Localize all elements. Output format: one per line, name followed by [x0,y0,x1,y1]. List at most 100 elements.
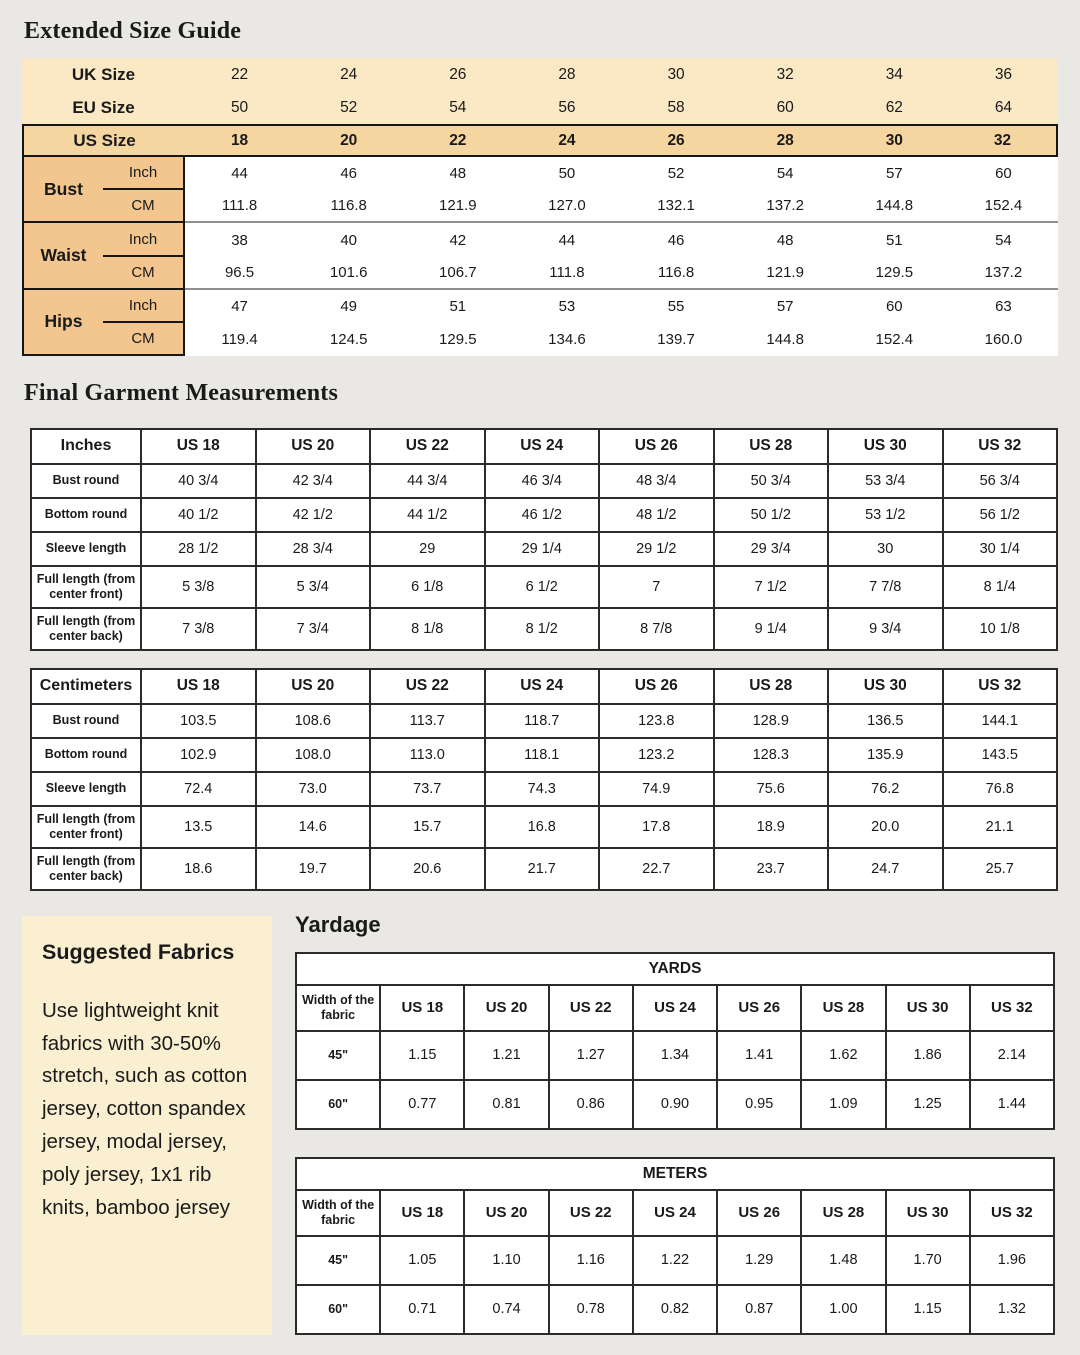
measurement-value: 132.1 [621,190,731,224]
measurement-value: 0.82 [631,1283,719,1335]
measurement-value: 1.16 [547,1234,634,1286]
measurement-value: 6 1/8 [369,564,486,609]
measurement-value: 7 [598,564,715,609]
bottom-section: Suggested Fabrics Use lightweight knit f… [22,912,1058,1335]
measurement-value: 76.2 [827,770,944,807]
size-column-header: US 22 [369,427,486,465]
size-column-header: US 26 [716,1188,803,1237]
size-column-header: US 28 [712,427,829,465]
measurement-value: 76.8 [941,770,1058,807]
measurement-value: 1.96 [968,1234,1056,1286]
measurement-value: 48 [403,157,513,191]
size-column-header: US 18 [379,1188,466,1237]
inches-measurements-table: Inches US 18 US 20 US 22 US 24 US 26 US 28 US 3… [30,427,1058,651]
unit-label: Inch [103,289,185,323]
row-label: Bottom round [30,496,142,533]
measurement-value: 13.5 [140,804,257,849]
measurement-value: 152.4 [839,322,949,356]
measurement-value: 57 [730,289,840,323]
row-label: Bust round [30,462,142,499]
measurement-value: 7 3/8 [140,606,257,651]
measurement-value: 119.4 [185,322,295,356]
measurement-value: 48 [730,223,840,257]
measurement-value: 44 1/2 [369,496,486,533]
size-system-label: US Size [22,124,185,158]
table-corner-label: Width of the fabric [294,1188,382,1237]
size-column-header: US 20 [254,667,371,705]
measurement-value: 57 [839,157,949,191]
unit-label: CM [103,322,185,356]
measurement-value: 144.8 [839,190,949,224]
measurement-value: 28 1/2 [140,530,257,567]
measurement-value: 17.8 [598,804,715,849]
measurement-value: 121.9 [730,256,840,290]
size-column-header: US 32 [941,667,1058,705]
measurement-value: 116.8 [621,256,731,290]
unit-label: Inch [103,223,185,257]
measurement-value: 1.34 [631,1029,719,1081]
measurement-value: 152.4 [948,190,1058,224]
measurement-value: 46 3/4 [483,462,600,499]
measurement-value: 50 [512,157,622,191]
measurement-value: 7 1/2 [712,564,829,609]
measurement-value: 1.21 [463,1029,550,1081]
measurement-value: 21.1 [941,804,1058,849]
row-label: Bust round [30,702,142,739]
measurement-value: 1.10 [463,1234,550,1286]
size-column-header: US 26 [598,427,715,465]
size-column-header: US 32 [941,427,1058,465]
measurement-value: 23.7 [712,846,829,891]
measurement-value: 101.6 [294,256,404,290]
measurement-value: 1.00 [800,1283,887,1335]
measurement-value: 113.7 [369,702,486,739]
measurement-value: 47 [185,289,295,323]
extended-size-guide-table: UK Size 22 24 26 28 30 32 34 36 EU Size 50 52 54 56 58… [22,58,1058,356]
suggested-fabrics-text: Use lightweight knit fabrics with 30-50%… [42,998,248,1219]
size-column-header: US 24 [483,667,600,705]
measurement-value: 30 1/4 [941,530,1058,567]
size-column-header: US 32 [968,1188,1056,1237]
measurement-value: 44 3/4 [369,462,486,499]
size-column-header: US 22 [547,1188,634,1237]
measurement-value: 53 [512,289,622,323]
size-value: 26 [403,58,513,92]
size-column-header: US 30 [827,427,944,465]
measurement-value: 75.6 [712,770,829,807]
size-column-header: US 24 [631,983,719,1032]
measurement-value: 50 3/4 [712,462,829,499]
size-value: 56 [512,91,622,125]
measurement-value: 0.77 [379,1078,466,1130]
measurement-value: 1.62 [800,1029,887,1081]
measurement-value: 1.48 [800,1234,887,1286]
unit-label: CM [103,190,185,224]
measurement-value: 108.6 [254,702,371,739]
size-value: 54 [403,91,513,125]
measurement-value: 74.3 [483,770,600,807]
size-value: 62 [839,91,949,125]
row-label: Full length (from center back) [30,606,142,651]
measurement-value: 25.7 [941,846,1058,891]
measurement-value: 0.78 [547,1283,634,1335]
measurement-value: 2.14 [968,1029,1056,1081]
measurement-value: 1.29 [716,1234,803,1286]
measurement-value: 30 [827,530,944,567]
measurement-value: 74.9 [598,770,715,807]
measurement-value: 139.7 [621,322,731,356]
measurement-value: 24.7 [827,846,944,891]
size-column-header: US 32 [968,983,1056,1032]
measurement-value: 129.5 [403,322,513,356]
measurement-value: 46 [294,157,404,191]
row-label: Full length (from center front) [30,564,142,609]
measurement-value: 5 3/4 [254,564,371,609]
measurement-value: 44 [512,223,622,257]
measurement-value: 42 3/4 [254,462,371,499]
measurement-value: 137.2 [948,256,1058,290]
measurement-value: 16.8 [483,804,600,849]
measurement-value: 127.0 [512,190,622,224]
table-corner-label: Centimeters [30,667,142,705]
size-column-header: US 30 [884,1188,971,1237]
measurement-value: 51 [403,289,513,323]
size-column-header: US 18 [140,427,257,465]
measurement-value: 63 [948,289,1058,323]
measurement-value: 56 3/4 [941,462,1058,499]
